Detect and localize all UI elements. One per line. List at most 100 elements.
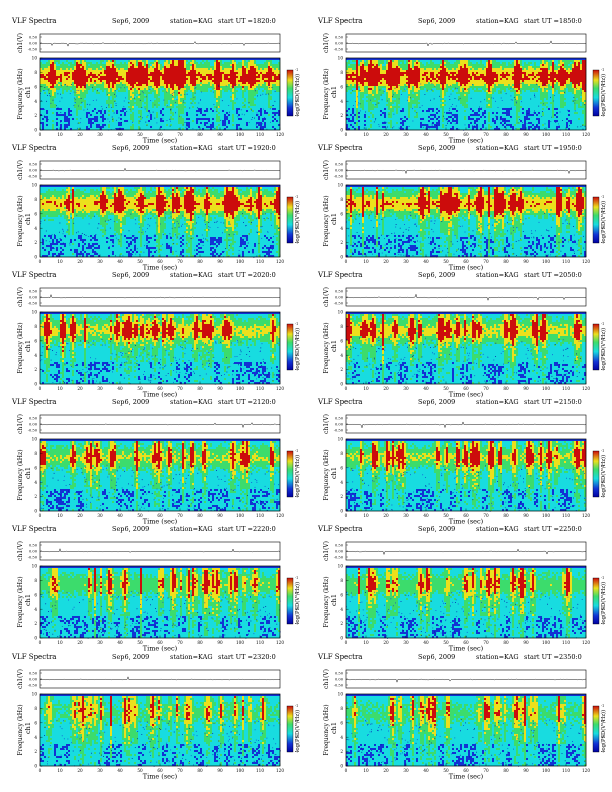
colorbar-label: log(PSD(V²/Hz)) xyxy=(294,201,301,243)
colorbar-label: log(PSD(V²/Hz)) xyxy=(294,455,301,497)
freq-tick-label: 6 xyxy=(34,338,37,343)
panel-date: Sep6, 2009 xyxy=(418,398,455,406)
channel-label: ch1 xyxy=(330,467,338,479)
time-tick-label: 40 xyxy=(117,768,123,773)
time-tick-label: 20 xyxy=(383,132,389,137)
waveform-frame xyxy=(39,33,281,53)
panel-date: Sep6, 2009 xyxy=(112,271,149,279)
start-ut-value: 2120:0 xyxy=(253,398,276,406)
waveform-tick-label: 0.50 xyxy=(335,36,344,40)
time-tick-label: 50 xyxy=(443,768,449,773)
waveform-ylabel: ch1(V) xyxy=(17,414,24,434)
colorbar-tick-label: -5 xyxy=(601,226,604,230)
time-tick-label: 20 xyxy=(383,259,389,264)
panel-start-ut: start UT =2020:0 xyxy=(218,271,276,279)
channel-label: ch1 xyxy=(330,213,338,225)
time-tick-label: 50 xyxy=(443,513,449,518)
freq-tick-label: 10 xyxy=(338,437,344,442)
colorbar-label: log(PSD(V²/Hz)) xyxy=(294,328,301,370)
time-tick-label: 50 xyxy=(443,132,449,137)
time-tick-label: 100 xyxy=(542,132,550,137)
time-tick-label: 0 xyxy=(345,640,348,645)
colorbar xyxy=(286,577,294,625)
freq-tick-label: 8 xyxy=(34,578,37,583)
colorbar-label: log(PSD(V²/Hz)) xyxy=(600,328,607,370)
colorbar-tick-label: -3 xyxy=(295,465,298,469)
colorbar-tick-label: -7 xyxy=(295,495,298,499)
freq-tick-label: 6 xyxy=(34,720,37,725)
panel-title: VLF Spectra xyxy=(11,398,56,406)
time-tick-label: 70 xyxy=(177,386,183,391)
time-tick-label: 90 xyxy=(523,513,529,518)
start-ut-value: 2050:0 xyxy=(559,271,582,279)
time-tick-label: 60 xyxy=(463,132,469,137)
colorbar-tick-label: -5 xyxy=(601,735,604,739)
time-tick-label: 100 xyxy=(236,259,244,264)
time-tick-label: 0 xyxy=(345,132,348,137)
colorbar-tick-label: -7 xyxy=(295,750,298,754)
waveform-ylabel: ch1(V) xyxy=(323,160,330,180)
time-tick-label: 60 xyxy=(157,640,163,645)
panel-title: VLF Spectra xyxy=(317,17,362,25)
freq-tick-label: 8 xyxy=(340,70,343,75)
panel-station: station=KAG xyxy=(476,525,519,533)
spectrogram-image xyxy=(346,566,587,639)
freq-tick-label: 0 xyxy=(34,764,37,769)
time-tick-label: 20 xyxy=(383,386,389,391)
time-tick-label: 90 xyxy=(523,132,529,137)
freq-axis-label: Frequency (kHz) xyxy=(17,449,24,500)
freq-tick-label: 2 xyxy=(34,367,37,372)
time-tick-label: 40 xyxy=(117,513,123,518)
freq-tick-label: 8 xyxy=(34,706,37,711)
freq-tick-label: 6 xyxy=(340,211,343,216)
colorbar-tick-label: -3 xyxy=(601,720,604,724)
waveform-frame xyxy=(345,287,587,307)
panel-start-ut: start UT =2350:0 xyxy=(524,653,582,661)
time-axis-label: Time (sec) xyxy=(143,137,178,145)
time-tick-label: 30 xyxy=(403,259,409,264)
panel-station: station=KAG xyxy=(476,653,519,661)
time-tick-label: 80 xyxy=(197,132,203,137)
freq-tick-label: 4 xyxy=(340,226,343,231)
colorbar-tick-label: -3 xyxy=(601,211,604,215)
colorbar-tick-label: -5 xyxy=(295,607,298,611)
spectrogram-image xyxy=(40,58,281,131)
panel-start-ut: start UT =2250:0 xyxy=(524,525,582,533)
time-tick-label: 0 xyxy=(39,513,42,518)
time-tick-label: 10 xyxy=(363,132,369,137)
waveform-trace xyxy=(39,676,281,681)
spectrogram-svg: VLF Spectra Sep6, 2009 station=KAG start UT… xyxy=(11,144,301,272)
start-ut-value: 2220:0 xyxy=(253,525,276,533)
panel-title: VLF Spectra xyxy=(317,525,362,533)
waveform-trace xyxy=(39,41,281,47)
freq-axis-label: Frequency (kHz) xyxy=(17,195,24,246)
time-tick-label: 10 xyxy=(57,513,63,518)
colorbar-label: log(PSD(V²/Hz)) xyxy=(294,710,301,752)
freq-tick-label: 0 xyxy=(34,382,37,387)
spectrogram-svg: VLF Spectra Sep6, 2009 station=KAG start UT… xyxy=(11,525,301,653)
time-tick-label: 0 xyxy=(345,386,348,391)
waveform-trace xyxy=(345,678,586,683)
time-tick-label: 30 xyxy=(97,259,103,264)
time-tick-label: 20 xyxy=(383,640,389,645)
channel-label: ch1 xyxy=(24,594,32,606)
colorbar xyxy=(286,323,294,371)
waveform-trace xyxy=(345,548,587,556)
spectrogram-svg: VLF Spectra Sep6, 2009 station=KAG start UT… xyxy=(317,525,607,653)
panel-date: Sep6, 2009 xyxy=(418,271,455,279)
time-tick-label: 30 xyxy=(97,768,103,773)
panel-station: station=KAG xyxy=(170,525,213,533)
time-tick-label: 80 xyxy=(197,768,203,773)
freq-tick-label: 6 xyxy=(34,465,37,470)
freq-tick-label: 4 xyxy=(34,99,37,104)
freq-tick-label: 10 xyxy=(32,564,38,569)
time-axis-label: Time (sec) xyxy=(449,264,484,272)
waveform-trace xyxy=(39,422,281,429)
freq-tick-label: 2 xyxy=(340,749,343,754)
waveform-tick-label: 0.50 xyxy=(335,290,344,294)
time-tick-label: 20 xyxy=(77,768,83,773)
spectrogram-image xyxy=(346,694,587,767)
time-tick-label: 40 xyxy=(423,768,429,773)
time-tick-label: 0 xyxy=(345,259,348,264)
colorbar-label: log(PSD(V²/Hz)) xyxy=(294,74,301,116)
